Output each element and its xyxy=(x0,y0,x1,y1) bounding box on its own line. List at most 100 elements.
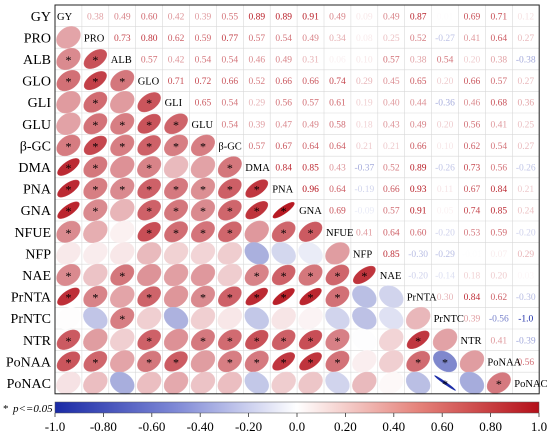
significance-star: * xyxy=(146,334,152,348)
significance-star: * xyxy=(254,291,260,305)
correlation-ellipse xyxy=(486,372,511,394)
correlation-ellipse xyxy=(217,350,242,373)
cell-value: 0.91 xyxy=(410,207,427,217)
cell-value: 0.54 xyxy=(222,56,239,66)
row-label: PrNTC xyxy=(11,312,51,327)
correlation-ellipse xyxy=(56,329,81,350)
cell-value: 0.55 xyxy=(222,12,239,22)
significance-star: * xyxy=(308,334,314,348)
significance-star: * xyxy=(200,226,206,240)
diagonal-label: GNA xyxy=(299,206,322,217)
variable-labels: GY GY PRO PRO ALB ALB GLO GLO GLI GLI GLU GLU β-GC β-… xyxy=(6,10,548,392)
correlation-ellipse xyxy=(298,306,323,330)
correlation-ellipse xyxy=(379,306,404,330)
cell-value: 0.03 xyxy=(517,272,534,282)
cell-value: 0.49 xyxy=(383,12,400,22)
correlation-ellipse xyxy=(325,286,350,308)
cell-value: -0.30 xyxy=(408,250,428,260)
significance-star: * xyxy=(496,377,502,391)
correlation-ellipse xyxy=(83,242,108,265)
correlation-ellipse xyxy=(83,306,108,330)
cell-value: 0.42 xyxy=(168,12,185,22)
significance-star: * xyxy=(65,161,71,175)
cell-value: 0.54 xyxy=(275,34,292,44)
cell-value: 0.57 xyxy=(383,207,400,217)
cell-value: 0.09 xyxy=(356,12,373,22)
cell-value: 0.30 xyxy=(437,293,454,303)
significance-star: * xyxy=(65,53,71,67)
correlation-ellipse xyxy=(56,26,81,49)
cell-value: 0.54 xyxy=(195,56,212,66)
cell-value: 0.67 xyxy=(464,185,481,195)
cell-value: 0.40 xyxy=(383,99,400,109)
correlation-ellipse xyxy=(110,371,135,395)
cell-value: 0.25 xyxy=(517,120,534,130)
correlation-ellipse xyxy=(379,328,404,352)
correlation-ellipse xyxy=(299,352,322,371)
significance-star: * xyxy=(254,204,260,218)
cell-value: -0.20 xyxy=(408,272,428,282)
correlation-ellipse xyxy=(190,134,215,157)
cell-value: 0.41 xyxy=(464,34,481,44)
cell-value: 0.69 xyxy=(464,12,481,22)
correlation-ellipse xyxy=(83,49,107,69)
correlation-ellipse xyxy=(218,199,242,221)
significance-star: * xyxy=(65,269,71,283)
cell-value: 0.74 xyxy=(329,77,346,87)
cell-value: 0.19 xyxy=(356,99,373,109)
cell-value: 0.10 xyxy=(437,142,454,152)
cell-value: 0.11 xyxy=(437,185,454,195)
cell-value: -0.09 xyxy=(354,207,374,217)
cell-value: 0.12 xyxy=(517,12,534,22)
colorbar-ticks: -1.0 -0.80 -0.60 -0.40 -0.20 0.0 0.20 0.40 0.60 0… xyxy=(45,413,547,434)
cell-value: 0.27 xyxy=(517,34,534,44)
cell-value: 0.41 xyxy=(491,336,508,346)
colorbar-tick-label: -0.80 xyxy=(90,419,117,434)
significance-star: * xyxy=(92,96,98,110)
correlation-ellipse xyxy=(434,375,456,391)
cell-value: 0.89 xyxy=(275,12,292,22)
correlation-ellipse xyxy=(164,113,188,135)
cell-value: 0.66 xyxy=(222,77,239,87)
cell-value: 0.60 xyxy=(410,228,427,238)
significance-star: * xyxy=(254,334,260,348)
diagonal-label: β-GC xyxy=(218,141,241,152)
significance-star: * xyxy=(227,291,233,305)
correlation-ellipse xyxy=(271,371,296,395)
correlation-ellipse xyxy=(298,371,323,395)
row-label: GY xyxy=(31,10,51,25)
correlation-ellipse xyxy=(272,352,296,371)
correlation-ellipse xyxy=(56,91,81,114)
correlation-ellipse xyxy=(83,71,107,91)
cell-value: 0.29 xyxy=(248,99,265,109)
correlation-ellipse xyxy=(56,112,81,136)
correlation-ellipse xyxy=(136,371,162,395)
correlation-ellipse xyxy=(110,307,135,329)
significance-star: * xyxy=(173,204,179,218)
significance-star: * xyxy=(281,204,287,218)
cell-value: 0.18 xyxy=(356,120,373,130)
significance-star: * xyxy=(65,226,71,240)
significance-star: * xyxy=(92,204,98,218)
significance-star: * xyxy=(200,204,206,218)
significance-star: * xyxy=(200,291,206,305)
cell-value: 0.84 xyxy=(275,164,292,174)
cell-value: 0.62 xyxy=(491,293,508,303)
cell-value: 0.24 xyxy=(517,207,534,217)
significance-star: * xyxy=(146,139,152,153)
cell-value: 0.56 xyxy=(517,358,534,368)
significance-star: * xyxy=(200,183,206,197)
colorbar-tick-label: 0.80 xyxy=(479,419,502,434)
colorbar-tick-label: 0.60 xyxy=(431,419,454,434)
significance-star: * xyxy=(65,355,71,369)
cell-value: -1.0 xyxy=(518,315,533,325)
cell-value: 0.49 xyxy=(302,120,319,130)
cell-value: 0.06 xyxy=(329,56,346,66)
correlation-ellipse xyxy=(83,263,108,287)
correlation-ellipse xyxy=(244,220,269,243)
correlation-ellipse xyxy=(83,199,108,222)
colorbar-tick-label: -0.60 xyxy=(138,419,165,434)
cell-value: 0.66 xyxy=(410,142,427,152)
correlation-ellipse xyxy=(217,263,243,287)
correlation-ellipse xyxy=(352,306,377,330)
